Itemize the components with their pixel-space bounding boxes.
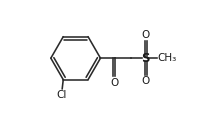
Text: O: O — [142, 30, 150, 40]
Text: O: O — [142, 76, 150, 86]
Text: S: S — [141, 52, 149, 65]
Text: Cl: Cl — [56, 90, 67, 100]
Text: CH₃: CH₃ — [157, 53, 176, 63]
Text: O: O — [110, 78, 118, 88]
